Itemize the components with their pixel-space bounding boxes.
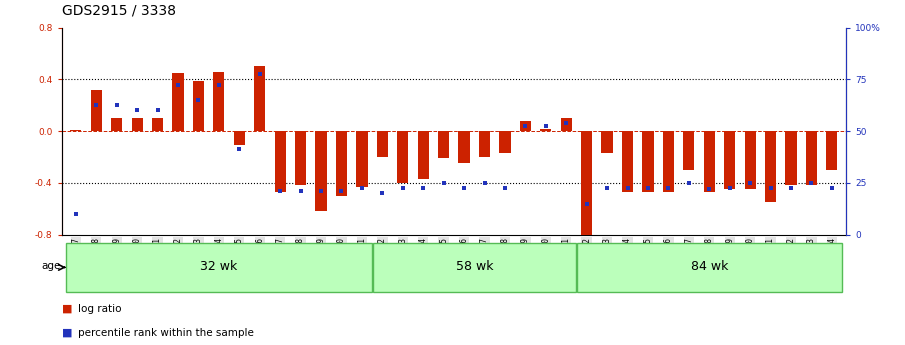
Text: 32 wk: 32 wk bbox=[200, 260, 237, 273]
FancyBboxPatch shape bbox=[373, 243, 576, 292]
Bar bbox=[704, 131, 715, 192]
Bar bbox=[643, 131, 653, 192]
Text: percentile rank within the sample: percentile rank within the sample bbox=[78, 328, 253, 338]
Bar bbox=[90, 90, 102, 131]
Bar bbox=[540, 128, 551, 131]
Text: ■: ■ bbox=[62, 328, 72, 338]
Bar bbox=[560, 118, 572, 131]
Bar bbox=[254, 66, 265, 131]
Bar bbox=[295, 131, 306, 185]
Bar bbox=[193, 81, 204, 131]
Bar bbox=[683, 131, 694, 170]
Bar bbox=[805, 131, 817, 185]
Bar bbox=[724, 131, 736, 189]
Bar bbox=[745, 131, 756, 189]
Bar bbox=[438, 131, 449, 158]
Text: log ratio: log ratio bbox=[78, 304, 121, 314]
Text: ■: ■ bbox=[62, 304, 72, 314]
FancyBboxPatch shape bbox=[66, 243, 372, 292]
Bar bbox=[500, 131, 510, 153]
Text: 84 wk: 84 wk bbox=[691, 260, 728, 273]
Text: GDS2915 / 3338: GDS2915 / 3338 bbox=[62, 3, 176, 17]
Bar bbox=[622, 131, 633, 192]
Text: age: age bbox=[42, 262, 62, 271]
Bar bbox=[376, 131, 388, 157]
Bar bbox=[417, 131, 429, 179]
Bar bbox=[581, 131, 592, 235]
Bar bbox=[131, 118, 143, 131]
Bar bbox=[336, 131, 348, 196]
Bar bbox=[152, 118, 163, 131]
Bar bbox=[765, 131, 776, 202]
Bar bbox=[172, 73, 184, 131]
Bar bbox=[274, 131, 286, 192]
Bar bbox=[397, 131, 408, 183]
Bar bbox=[786, 131, 796, 185]
Bar bbox=[233, 131, 245, 145]
Bar bbox=[111, 118, 122, 131]
Bar bbox=[214, 71, 224, 131]
Bar bbox=[602, 131, 613, 153]
Bar bbox=[519, 121, 531, 131]
Text: 58 wk: 58 wk bbox=[455, 260, 493, 273]
Bar bbox=[479, 131, 491, 157]
Bar bbox=[826, 131, 837, 170]
Bar bbox=[662, 131, 674, 192]
Bar bbox=[357, 131, 367, 187]
Bar bbox=[459, 131, 470, 164]
FancyBboxPatch shape bbox=[576, 243, 842, 292]
Bar bbox=[71, 130, 81, 131]
Bar bbox=[316, 131, 327, 211]
